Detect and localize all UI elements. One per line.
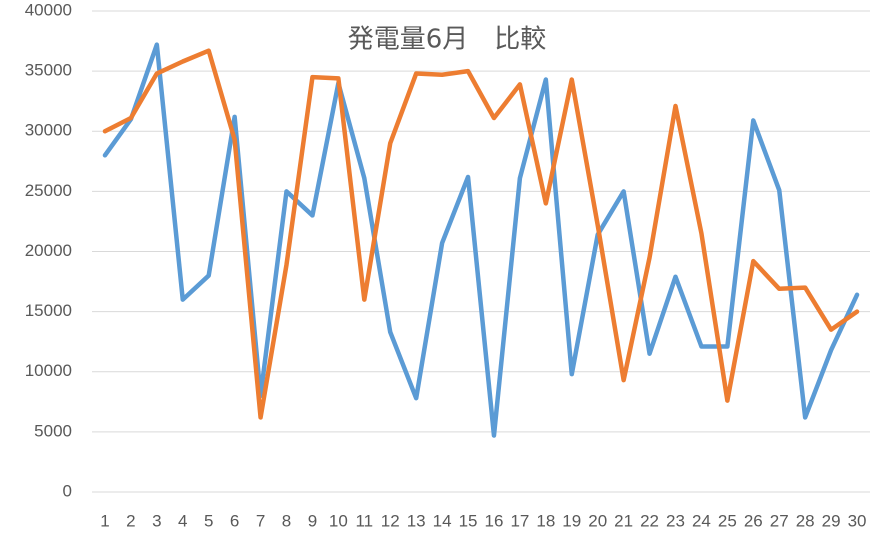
series-lines	[102, 42, 860, 438]
x-tick-label: 23	[666, 511, 685, 530]
x-tick-label: 24	[692, 511, 711, 530]
x-tick-label: 1	[100, 511, 109, 530]
x-tick-label: 13	[407, 511, 426, 530]
x-tick-label: 26	[744, 511, 763, 530]
y-tick-label: 20000	[25, 241, 72, 260]
x-tick-label: 8	[282, 511, 291, 530]
x-tick-label: 6	[230, 511, 239, 530]
x-tick-label: 10	[329, 511, 348, 530]
x-tick-label: 11	[355, 511, 373, 530]
y-tick-label: 30000	[25, 121, 72, 140]
x-tick-label: 9	[308, 511, 317, 530]
x-tick-label: 12	[381, 511, 400, 530]
y-tick-label: 10000	[25, 361, 72, 380]
x-tick-label: 25	[718, 511, 737, 530]
x-tick-label: 15	[459, 511, 478, 530]
x-tick-label: 2	[126, 511, 135, 530]
x-tick-label: 5	[204, 511, 213, 530]
x-tick-label: 29	[822, 511, 841, 530]
x-tick-label: 14	[433, 511, 452, 530]
grid	[92, 10, 870, 493]
x-tick-label: 4	[178, 511, 187, 530]
x-tick-label: 28	[796, 511, 815, 530]
x-tick-label: 22	[640, 511, 659, 530]
x-tick-label: 27	[770, 511, 789, 530]
y-tick-label: 0	[63, 481, 72, 500]
x-tick-label: 3	[152, 511, 161, 530]
x-tick-label: 18	[536, 511, 555, 530]
y-tick-label: 40000	[25, 0, 72, 19]
x-tick-label: 30	[848, 511, 867, 530]
x-tick-label: 16	[485, 511, 504, 530]
y-tick-label: 25000	[25, 181, 72, 200]
x-tick-label: 19	[562, 511, 581, 530]
x-tick-label: 20	[588, 511, 607, 530]
x-tick-label: 17	[510, 511, 529, 530]
x-tick-label: 7	[256, 511, 265, 530]
y-tick-label: 35000	[25, 61, 72, 80]
y-tick-label: 15000	[25, 301, 72, 320]
y-tick-label: 5000	[34, 421, 72, 440]
series-line	[102, 42, 860, 438]
chart-title: 発電量6月 比較	[348, 25, 547, 55]
x-tick-label: 21	[614, 511, 633, 530]
series-line	[102, 48, 860, 420]
